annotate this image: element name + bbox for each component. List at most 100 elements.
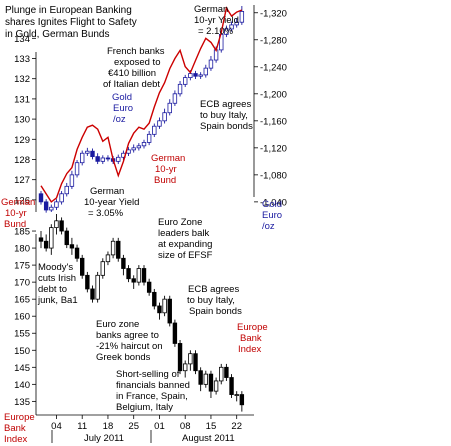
gold-candle <box>239 11 245 23</box>
bank-candle <box>188 353 193 365</box>
bank-candle <box>64 230 69 246</box>
bank-candle <box>90 288 95 300</box>
bank-candle <box>152 291 157 307</box>
svg-text:10-year Yield: 10-year Yield <box>84 197 139 208</box>
bottom-left-tick-label: 135 <box>14 397 30 408</box>
annotation-ecb-top: ECB agrees to buy Italy, Spain bonds <box>200 99 253 132</box>
bank-candle <box>182 363 188 372</box>
gold-candle <box>136 145 142 149</box>
chart-title-line-3: in Gold, German Bunds <box>5 29 110 40</box>
gold-candle <box>85 150 90 154</box>
bank-candle <box>49 227 54 249</box>
svg-text:German: German <box>151 153 185 164</box>
svg-text:Bank: Bank <box>240 333 262 344</box>
gold-candle <box>74 162 80 176</box>
annotation-greek-haircut: Euro zone banks agree to -21% haircut on… <box>96 319 163 363</box>
bank-candle <box>85 274 90 290</box>
svg-text:Euro Zone: Euro Zone <box>158 217 202 228</box>
top-left-axis-label-line-2: 10-yr <box>5 208 27 219</box>
svg-text:Short-selling of: Short-selling of <box>116 369 180 380</box>
bottom-left-axis-label-line-2: Bank <box>4 423 26 434</box>
bank-candle <box>219 366 224 382</box>
svg-text:Moody's: Moody's <box>38 262 73 273</box>
top-left-axis-label-line-3: Bund <box>4 219 26 230</box>
gold-candle <box>38 193 44 203</box>
bank-candle <box>224 366 229 378</box>
bank-candle <box>54 220 59 229</box>
bank-candle <box>141 268 147 283</box>
bottom-left-tick-label: 185 <box>14 227 30 238</box>
bottom-left-tick-label: 180 <box>14 244 30 255</box>
gold-candles <box>38 6 245 213</box>
bank-candle <box>126 268 131 280</box>
bank-candle <box>69 244 75 249</box>
bank-candle <box>116 240 121 259</box>
bank-candle <box>213 380 219 392</box>
gold-candle <box>157 120 162 127</box>
gold-candle <box>49 206 54 211</box>
svg-text:Belgium, Italy: Belgium, Italy <box>116 402 173 413</box>
gold-candle <box>162 112 167 122</box>
svg-text:Euro zone: Euro zone <box>96 319 139 330</box>
chart-title-line-2: shares Ignites Flight to Safety <box>5 17 137 28</box>
right-tick-label: -1,280 <box>260 35 287 46</box>
x-tick-label: 08 <box>180 421 191 432</box>
gold-candle <box>59 193 64 203</box>
svg-text:ECB agrees: ECB agrees <box>200 99 251 110</box>
bank-candle <box>239 394 245 406</box>
svg-text:ECB agrees: ECB agrees <box>188 284 239 295</box>
top-left-tick-label: 134 <box>14 34 30 45</box>
bank-candle <box>38 237 44 242</box>
bottom-left-tick-label: 150 <box>14 346 30 357</box>
bank-candle <box>136 268 142 283</box>
svg-text:financials banned: financials banned <box>116 380 190 391</box>
month-label-august: August 2011 <box>182 433 235 444</box>
gold-candle <box>167 102 172 114</box>
top-left-tick-label: 132 <box>14 74 30 85</box>
gold-candle <box>116 156 121 162</box>
annotation-ecb-bottom: ECB agrees to buy Italy, Spain bonds <box>187 284 242 317</box>
svg-text:= 2.10%: = 2.10% <box>198 26 234 37</box>
bank-candle <box>234 394 239 396</box>
gold-candle <box>90 150 95 158</box>
svg-text:to buy Italy,: to buy Italy, <box>187 295 235 306</box>
right-tick-label: -1,080 <box>260 170 287 181</box>
gold-candle <box>182 77 188 85</box>
svg-text:cuts Irish: cuts Irish <box>38 273 76 284</box>
svg-text:of Italian debt: of Italian debt <box>103 79 160 90</box>
bank-candles <box>38 214 245 412</box>
gold-candle <box>146 133 152 143</box>
gold-candle <box>64 185 69 195</box>
svg-text:= 3.05%: = 3.05% <box>88 208 124 219</box>
right-tick-label: -1,200 <box>260 89 287 100</box>
top-left-axis-label-line-1: German <box>1 197 35 208</box>
bank-candle <box>157 305 162 314</box>
svg-text:/oz: /oz <box>113 114 126 125</box>
gold-candle <box>80 152 85 164</box>
x-tick-label: 18 <box>103 421 114 432</box>
right-tick-label: -1,320 <box>260 8 287 19</box>
right-axis-label-line-1: Gold <box>262 199 282 210</box>
annotation-german-yield-3-05: German 10-year Yield = 3.05% <box>84 186 139 219</box>
bank-candle <box>105 254 111 263</box>
bottom-left-tick-label: 165 <box>14 295 30 306</box>
x-tick-label: 25 <box>128 421 139 432</box>
gold-candle <box>131 147 136 151</box>
top-left-tick-label: 131 <box>14 94 30 105</box>
gold-candle <box>188 73 193 78</box>
annotation-efsf: Euro Zone leaders balk at expanding size… <box>158 217 213 261</box>
bank-candle <box>131 278 136 283</box>
gold-candle <box>234 21 239 26</box>
bottom-left-tick-label: 170 <box>14 278 30 289</box>
gold-candle <box>193 73 198 77</box>
bottom-left-tick-label: 160 <box>14 312 30 323</box>
bund-line <box>40 6 243 203</box>
gold-candle <box>172 93 178 104</box>
bottom-left-tick-label: 155 <box>14 329 30 340</box>
annotation-french-banks: French banks exposed to €410 billion of … <box>103 46 165 90</box>
bank-candle <box>110 240 116 256</box>
svg-text:Europe: Europe <box>237 322 268 333</box>
svg-text:Euro: Euro <box>113 103 133 114</box>
svg-text:leaders balk: leaders balk <box>158 228 209 239</box>
annotation-german-yield-2-10: German 10-yr Yield = 2.10% <box>194 4 239 37</box>
